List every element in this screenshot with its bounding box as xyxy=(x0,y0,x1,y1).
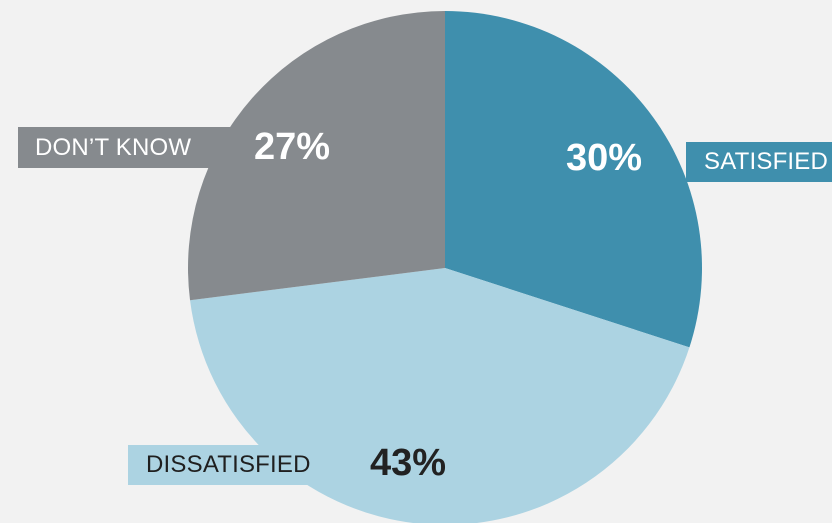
data-label-satisfied: 30% xyxy=(566,137,642,179)
legend-label-dont-know: DON’T KNOW xyxy=(18,127,230,168)
slice-name-dont-know: DON’T KNOW xyxy=(35,133,192,161)
pie-slice-dont-know xyxy=(188,11,446,301)
slice-name-satisfied: SATISFIED xyxy=(704,148,829,175)
slice-name-dissatisfied: DISSATISFIED xyxy=(146,451,311,478)
data-label-dont-know: 27% xyxy=(254,126,330,168)
legend-label-dissatisfied: DISSATISFIED xyxy=(128,445,336,485)
legend-label-satisfied: SATISFIED xyxy=(686,142,832,182)
pie-slice-satisfied xyxy=(445,11,702,348)
data-label-dissatisfied: 43% xyxy=(370,442,446,484)
